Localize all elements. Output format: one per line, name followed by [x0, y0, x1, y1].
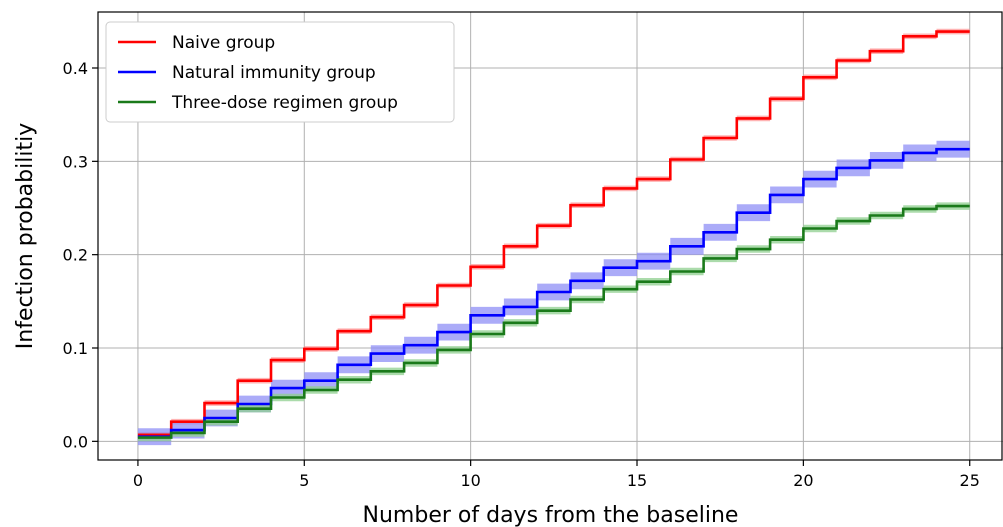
y-axis-title: Infection probabilitiy: [13, 123, 38, 349]
x-tick-label: 0: [133, 471, 143, 490]
series-line: [137, 30, 970, 437]
series-lines: [137, 30, 970, 439]
x-tick-label: 20: [793, 471, 813, 490]
x-tick-label: 5: [299, 471, 309, 490]
legend: Naive group Natural immunity group Three…: [105, 21, 455, 123]
legend-label: Three-dose regimen group: [171, 93, 398, 113]
y-tick-label: 0.4: [63, 59, 88, 78]
y-tick-label: 0.3: [63, 152, 88, 171]
series-line: [137, 147, 970, 438]
x-tick-label: 10: [460, 471, 480, 490]
legend-box: [105, 21, 455, 123]
series-line: [137, 204, 970, 439]
x-tick-label: 25: [960, 471, 980, 490]
y-tick-label: 0.2: [63, 246, 88, 265]
plot-frame: [97, 11, 1003, 461]
axis-ticks: 0 5 10 15 20 25 0.0 0.1 0.2 0.3 0.4: [63, 59, 980, 490]
y-tick-label: 0.0: [63, 432, 88, 451]
x-axis-title: Number of days from the baseline: [363, 503, 739, 527]
confidence-band: [137, 202, 970, 442]
x-tick-label: 15: [627, 471, 647, 490]
legend-label: Naive group: [172, 33, 275, 53]
legend-label: Natural immunity group: [172, 63, 376, 83]
y-tick-label: 0.1: [63, 339, 88, 358]
